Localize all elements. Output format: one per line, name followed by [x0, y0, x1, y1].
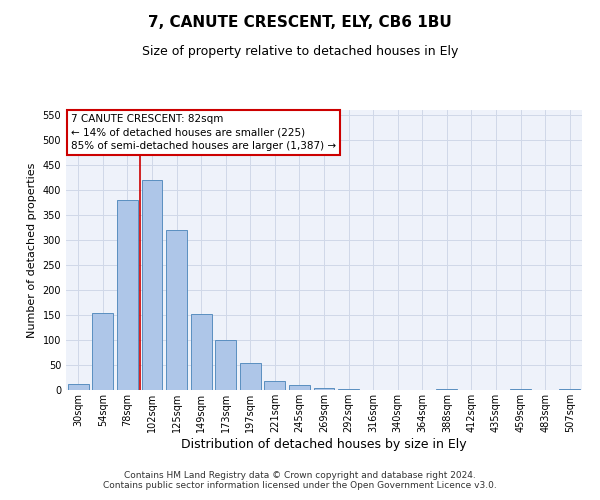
Text: 7, CANUTE CRESCENT, ELY, CB6 1BU: 7, CANUTE CRESCENT, ELY, CB6 1BU — [148, 15, 452, 30]
Bar — [240, 362, 261, 390]
Bar — [265, 381, 286, 390]
Bar — [191, 314, 212, 390]
Text: Size of property relative to detached houses in Ely: Size of property relative to detached ho… — [142, 45, 458, 58]
Bar — [314, 388, 334, 390]
Bar — [289, 385, 310, 390]
Bar — [510, 388, 531, 390]
Bar — [142, 180, 163, 390]
Bar — [559, 388, 580, 390]
Bar — [92, 312, 113, 390]
Bar — [117, 200, 138, 390]
Bar — [215, 340, 236, 390]
Y-axis label: Number of detached properties: Number of detached properties — [27, 162, 37, 338]
Text: 7 CANUTE CRESCENT: 82sqm
← 14% of detached houses are smaller (225)
85% of semi-: 7 CANUTE CRESCENT: 82sqm ← 14% of detach… — [71, 114, 336, 150]
Text: Contains HM Land Registry data © Crown copyright and database right 2024.
Contai: Contains HM Land Registry data © Crown c… — [103, 470, 497, 490]
X-axis label: Distribution of detached houses by size in Ely: Distribution of detached houses by size … — [181, 438, 467, 450]
Bar — [338, 388, 359, 390]
Bar — [166, 230, 187, 390]
Bar — [436, 388, 457, 390]
Bar — [68, 384, 89, 390]
